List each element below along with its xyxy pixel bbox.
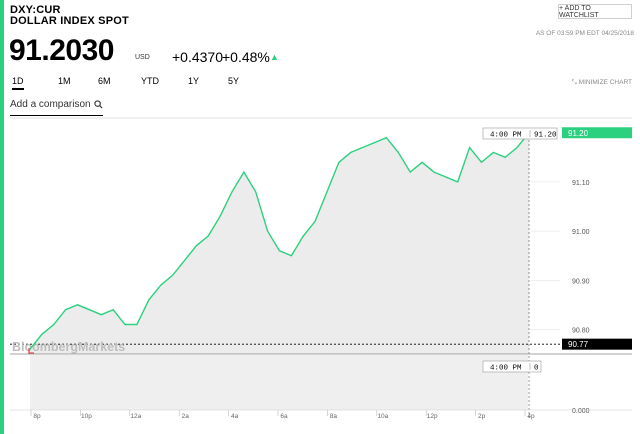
comparison-search bbox=[10, 96, 103, 116]
last-price-badge bbox=[562, 127, 632, 139]
x-tick-label: 6a bbox=[280, 413, 288, 420]
volume-tooltip bbox=[482, 360, 542, 373]
price-area-fill bbox=[30, 132, 529, 354]
ticker-symbol: DXY:CUR bbox=[10, 4, 61, 16]
minimize-icon: ⤡ bbox=[571, 79, 579, 86]
y-axis: 90.80 90.90 91.00 91.10 bbox=[531, 180, 590, 334]
x-tick-label: 2a bbox=[182, 413, 190, 420]
y-tick-label: 90.80 bbox=[572, 327, 590, 334]
crosshair-tooltip bbox=[482, 127, 558, 140]
tab-1m[interactable]: 1M bbox=[58, 76, 71, 86]
session-start-marker bbox=[28, 348, 34, 354]
price-change: +0.4370 bbox=[172, 49, 223, 65]
x-tick-label: 2p bbox=[478, 413, 486, 420]
previous-close-badge bbox=[562, 338, 632, 350]
price-line bbox=[29, 132, 530, 350]
last-price-label: 91.20 bbox=[568, 129, 589, 138]
volume-y-tick: 0.000 bbox=[572, 408, 590, 415]
accent-bar bbox=[0, 0, 4, 434]
x-tick-label: 8a bbox=[330, 413, 338, 420]
tab-6m[interactable]: 6M bbox=[98, 76, 111, 86]
y-tick-label: 91.00 bbox=[572, 229, 590, 236]
watermark-logo: BloombergMarkets bbox=[12, 340, 125, 354]
x-tick-label: 12p bbox=[427, 413, 438, 420]
up-arrow-icon: ▲ bbox=[270, 52, 279, 62]
previous-close-label: 90.77 bbox=[568, 340, 589, 349]
security-name: DOLLAR INDEX SPOT bbox=[10, 15, 129, 27]
currency-label: USD bbox=[135, 54, 150, 61]
search-icon[interactable] bbox=[94, 100, 103, 109]
y-tick-label: 90.90 bbox=[572, 278, 590, 285]
price-value: 91.2030 bbox=[9, 34, 114, 67]
tab-1d[interactable]: 1D bbox=[12, 76, 24, 90]
y-tick-label: 91.10 bbox=[572, 180, 590, 187]
x-tick-label: 4a bbox=[231, 413, 239, 420]
volume-area bbox=[30, 355, 528, 410]
x-tick-label: 10p bbox=[81, 413, 92, 420]
tab-ytd[interactable]: YTD bbox=[141, 76, 159, 86]
volume-crosshair-value: 0 bbox=[534, 365, 539, 373]
x-tick-label: 4p bbox=[527, 413, 535, 420]
crosshair-price: 91.20 bbox=[534, 132, 557, 140]
minimize-chart-button[interactable]: ⤡ MINIMIZE CHART bbox=[572, 79, 632, 87]
x-tick-label: 8p bbox=[33, 413, 41, 420]
minimize-chart-label: MINIMIZE CHART bbox=[578, 79, 632, 86]
volume-crosshair-time: 4:00 PM bbox=[490, 365, 522, 373]
as-of-timestamp: AS OF 03:59 PM EDT 04/25/2018 bbox=[535, 30, 634, 37]
crosshair-time: 4:00 PM bbox=[490, 132, 522, 140]
tab-1y[interactable]: 1Y bbox=[188, 76, 200, 86]
price-change-percent: +0.48% bbox=[222, 49, 270, 65]
tab-5y[interactable]: 5Y bbox=[228, 76, 240, 86]
x-axis: 8p 10p 12a 2a 4a 6a 8a 10a 12p 2p 4p bbox=[30, 410, 535, 420]
add-to-watchlist-button[interactable]: + ADD TO WATCHLIST bbox=[558, 4, 632, 19]
comparison-input[interactable] bbox=[10, 99, 90, 110]
x-tick-label: 12a bbox=[130, 413, 141, 420]
x-tick-label: 10a bbox=[377, 413, 388, 420]
